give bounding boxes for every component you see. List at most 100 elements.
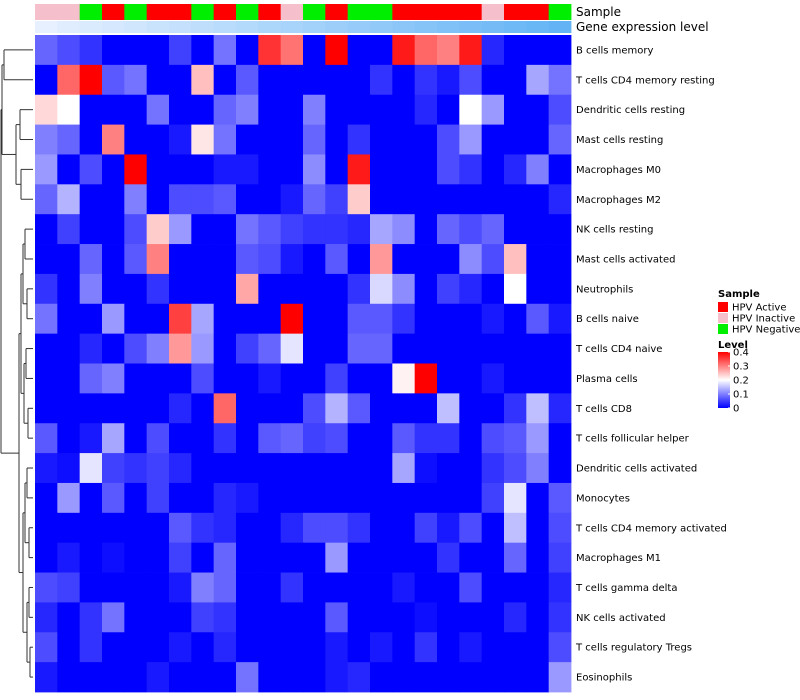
heatmap-cell (548, 64, 572, 96)
heatmap-cell (280, 154, 304, 185)
heatmap-cell (347, 632, 371, 663)
heatmap-cell (146, 482, 170, 514)
expression-annotation-cell (347, 21, 371, 33)
heatmap-cell (526, 453, 550, 484)
heatmap-cell (370, 482, 393, 514)
sample-annotation-cell (146, 4, 170, 20)
heatmap-cell (325, 94, 349, 125)
heatmap-cell (414, 662, 438, 693)
heatmap-cell (437, 423, 460, 454)
heatmap-cell (124, 662, 148, 693)
heatmap-cell (79, 363, 103, 394)
heatmap-cell (392, 184, 416, 215)
heatmap-cell (102, 542, 125, 573)
heatmap-cell (35, 124, 58, 155)
heatmap-cell (258, 662, 282, 693)
heatmap-cell (414, 393, 438, 424)
heatmap-cell (481, 94, 505, 125)
heatmap-cell (303, 35, 326, 66)
sample-annotation-cell (526, 4, 550, 20)
heatmap-cell (35, 393, 58, 424)
heatmap-cell (35, 303, 58, 335)
heatmap-cell (392, 363, 416, 394)
heatmap-cell (392, 632, 416, 663)
heatmap-cell (35, 423, 58, 454)
heatmap-cell (35, 244, 58, 275)
heatmap-cell (146, 94, 170, 125)
heatmap-cell (481, 303, 505, 335)
heatmap-cell (347, 363, 371, 394)
expression-annotation-cell (481, 21, 505, 33)
heatmap-cell (392, 124, 416, 155)
heatmap-cell (548, 542, 572, 573)
row-label: Plasma cells (576, 374, 638, 385)
heatmap-cell (280, 482, 304, 514)
heatmap-cell (124, 572, 148, 603)
heatmap-cell (146, 333, 170, 364)
heatmap-cell (459, 632, 483, 663)
row-label: Monocytes (576, 493, 630, 504)
row-label: B cells naive (576, 314, 639, 325)
heatmap-cell (526, 363, 550, 394)
heatmap-cell (526, 244, 550, 275)
heatmap-cell (79, 423, 103, 454)
heatmap-cell (437, 333, 460, 364)
heatmap-cell (102, 35, 125, 66)
heatmap-cell (102, 482, 125, 514)
heatmap-cell (437, 244, 460, 275)
sample-track-label: Sample (576, 5, 621, 19)
heatmap-cell (79, 244, 103, 275)
heatmap-cell (79, 273, 103, 305)
heatmap-cell (79, 542, 103, 573)
row-label: Mast cells resting (576, 135, 663, 146)
heatmap-cell (548, 214, 572, 245)
heatmap-cell (79, 124, 103, 155)
heatmap-cell (124, 94, 148, 125)
heatmap-cell (526, 64, 550, 96)
row-label: Macrophages M0 (576, 165, 661, 176)
heatmap-cell (79, 303, 103, 335)
heatmap-cell (79, 602, 103, 633)
heatmap-cell (102, 363, 125, 394)
heatmap-cell (504, 512, 527, 544)
heatmap-cell (459, 244, 483, 275)
heatmap-cell (504, 154, 527, 185)
heatmap-cell (481, 363, 505, 394)
heatmap-cell (347, 662, 371, 693)
heatmap-cell (347, 542, 371, 573)
heatmap-cell (213, 273, 237, 305)
heatmap-cell (146, 393, 170, 424)
heatmap-cell (504, 124, 527, 155)
heatmap-cell (57, 124, 81, 155)
heatmap-cell (35, 572, 58, 603)
sample-annotation-cell (414, 4, 438, 20)
heatmap-cell (325, 512, 349, 544)
heatmap-cell (392, 393, 416, 424)
heatmap-cell (459, 572, 483, 603)
heatmap-cell (370, 273, 393, 305)
heatmap-cell (370, 393, 393, 424)
heatmap-cell (548, 35, 572, 66)
heatmap-cell (57, 303, 81, 335)
heatmap-cell (236, 632, 259, 663)
heatmap-cell (481, 244, 505, 275)
heatmap-cell (191, 154, 215, 185)
level-tick-label: 0.2 (733, 376, 749, 387)
expression-annotation-cell (437, 21, 460, 33)
heatmap-cell (347, 303, 371, 335)
heatmap-cell (347, 214, 371, 245)
heatmap-cell (303, 244, 326, 275)
heatmap-cell (370, 632, 393, 663)
sample-legend-label: HPV Active (732, 303, 787, 314)
heatmap-cell (124, 35, 148, 66)
heatmap-cell (102, 124, 125, 155)
heatmap-cell (504, 423, 527, 454)
heatmap-cell (79, 393, 103, 424)
heatmap-cell (548, 512, 572, 544)
heatmap-cell (303, 273, 326, 305)
heatmap-cell (392, 423, 416, 454)
heatmap-cell (57, 184, 81, 215)
heatmap-cell (414, 214, 438, 245)
heatmap-cell (169, 184, 192, 215)
